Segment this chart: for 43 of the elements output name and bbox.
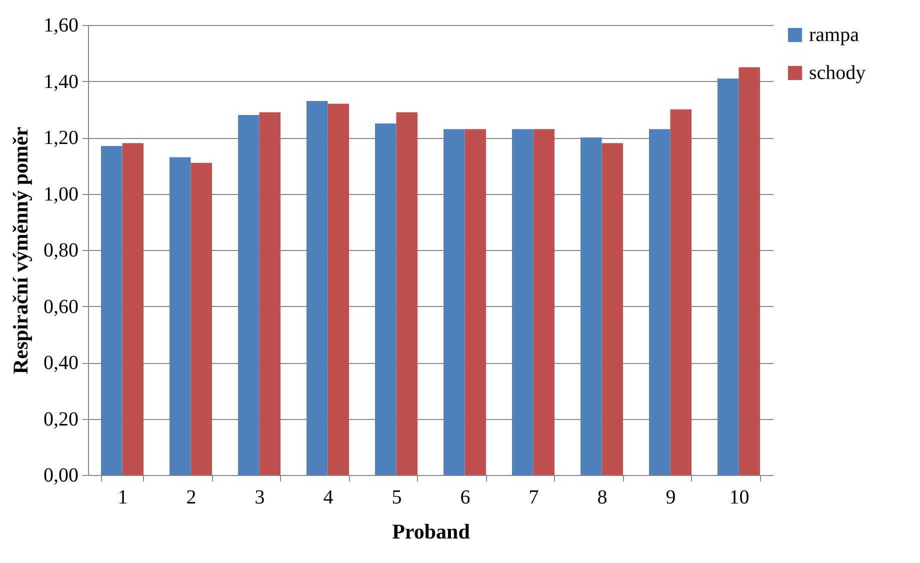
x-tick-label: 3 [254, 486, 265, 508]
x-tick-label: 1 [118, 486, 128, 508]
x-axis-title: Proband [392, 520, 470, 544]
bar [444, 129, 465, 475]
y-tick-label: 1,40 [44, 70, 78, 93]
y-tick-label: 0,80 [44, 240, 78, 262]
y-tick-label: 0,00 [44, 464, 78, 486]
bar [375, 123, 396, 475]
y-tick-label: 0,20 [44, 408, 78, 430]
bar [396, 112, 418, 475]
bar [512, 129, 534, 475]
bar [602, 143, 623, 475]
x-tick-label: 2 [186, 486, 196, 508]
bar [738, 67, 760, 475]
bar [306, 100, 328, 475]
bar [190, 162, 212, 475]
bar [122, 143, 144, 475]
bar [259, 112, 280, 475]
bar [238, 115, 260, 475]
x-tick-label: 5 [392, 486, 402, 508]
bar [464, 129, 486, 475]
bar [101, 146, 122, 475]
y-axis-title: Respirační výměnný poměr [8, 126, 32, 374]
x-tick-label: 6 [460, 486, 470, 508]
bar [718, 78, 739, 475]
y-tick-label: 1,60 [44, 14, 78, 36]
bar [328, 104, 349, 475]
bar [670, 109, 692, 475]
y-tick-label: 1,00 [44, 183, 78, 206]
bar [533, 129, 554, 475]
bar [170, 157, 191, 475]
x-tick-label: 7 [528, 486, 539, 508]
legend-label: schody [809, 62, 866, 84]
x-tick-label: 8 [597, 486, 608, 508]
bar [649, 129, 670, 475]
y-tick-label: 0,60 [44, 296, 78, 318]
x-tick-label: 9 [666, 486, 676, 508]
legend-label: rampa [809, 24, 860, 46]
y-tick-label: 1,20 [44, 127, 78, 149]
bar [580, 138, 602, 475]
x-tick-label: 10 [729, 486, 750, 508]
y-tick-label: 0,40 [44, 352, 78, 374]
x-tick-label: 4 [323, 486, 334, 508]
